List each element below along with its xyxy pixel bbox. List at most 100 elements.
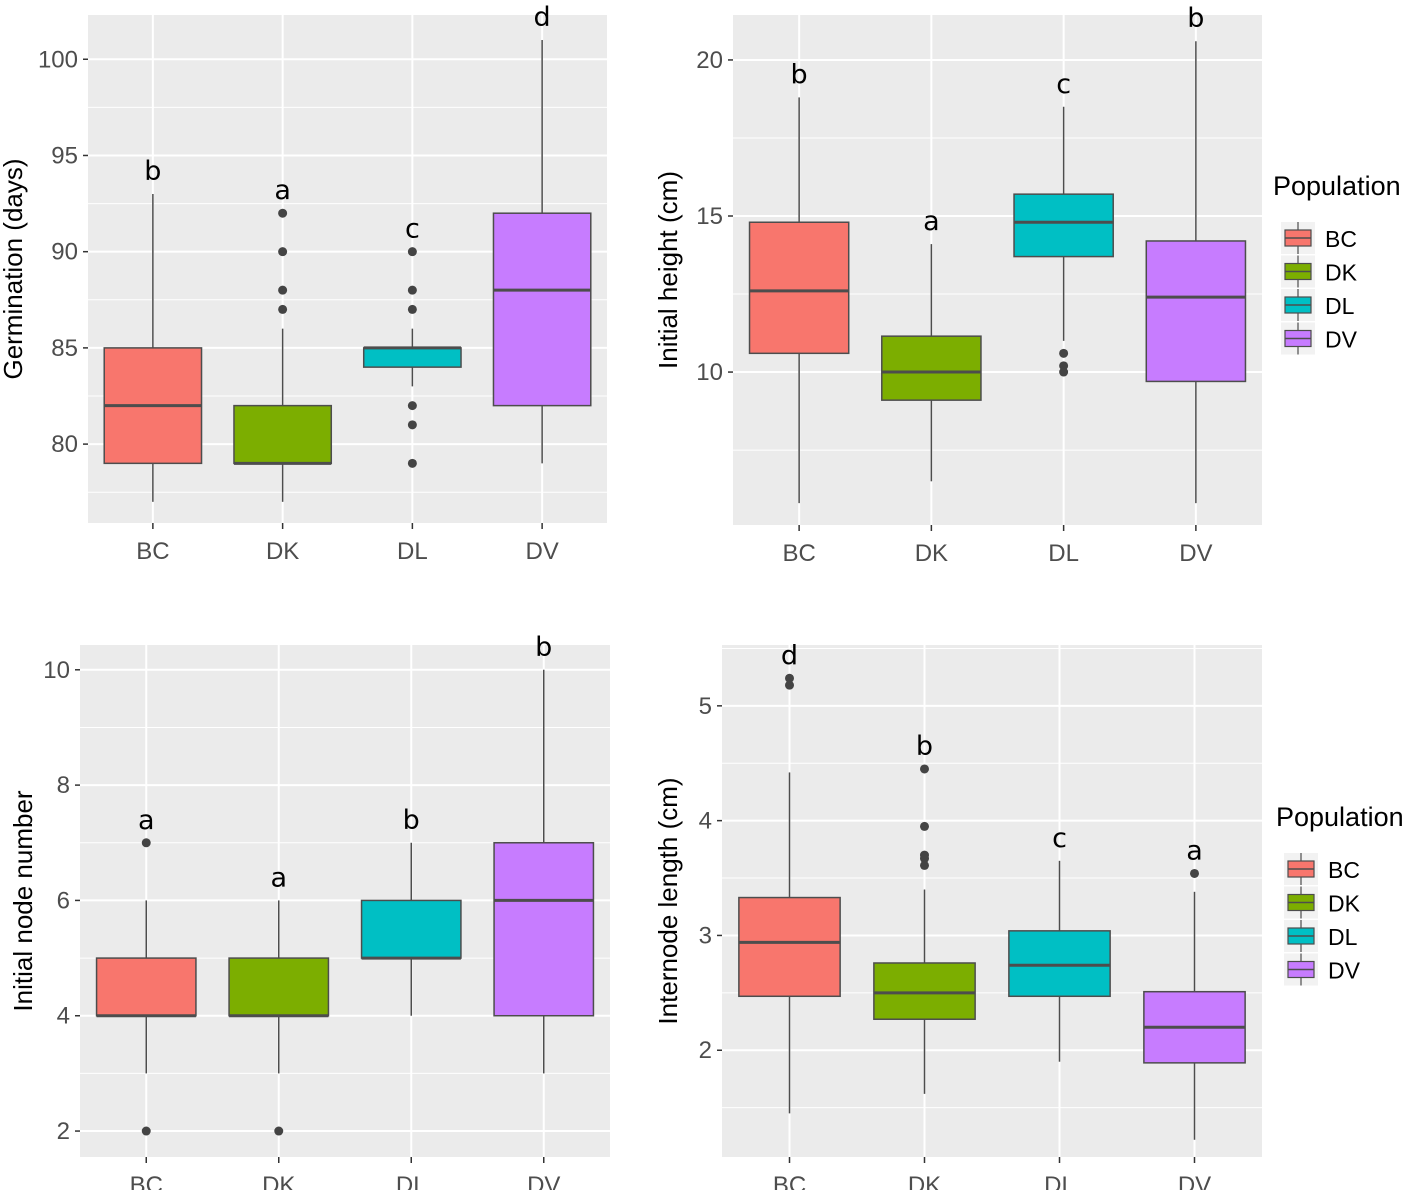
outlier-point [141,1126,151,1136]
outlier-point [1059,361,1069,371]
chart-panel-4: 2 3 4 5 BC DK DL DV Internode length (cm) d b c a [653,640,1262,1190]
y-tick-label: 10 [43,657,70,684]
legend-title: Population [1276,802,1404,832]
outlier-point [920,821,929,831]
outlier-point [1059,348,1069,358]
y-tick-label: 100 [38,46,78,73]
significance-letter: b [535,632,552,663]
iqr-box [1013,193,1114,258]
legend-item-label: BC [1328,857,1360,883]
box-DL: c [1013,69,1114,377]
significance-letter: b [1187,3,1204,34]
box-BC: b [103,156,203,502]
x-tick-label: BC [130,1172,163,1190]
outlier-point [278,285,288,295]
significance-letter: c [405,214,420,245]
x-tick-label: DK [908,1172,941,1190]
iqr-box [362,347,462,368]
y-tick-label: 4 [699,808,712,835]
outlier-point [141,838,151,848]
legend-item-label: BC [1325,226,1357,252]
iqr-box [95,957,197,1017]
legend-item-label: DK [1328,891,1361,917]
y-tick-label: 3 [699,922,712,949]
significance-letter: a [1186,835,1203,866]
outlier-point [1190,868,1199,878]
chart-panel-2: 10 15 20 BC DK DL DV Initial height (cm) b a c b [653,3,1262,567]
iqr-box [233,404,333,465]
iqr-box [1145,240,1247,383]
x-tick-label: DL [1048,540,1079,567]
significance-letter: d [534,2,551,33]
outlier-point [920,764,929,774]
x-tick-label: DV [527,1172,560,1190]
y-axis-label: Initial height (cm) [653,171,683,369]
x-tick-label: DV [1178,1172,1211,1190]
iqr-box [228,957,330,1017]
legend: Population BC DK DL DV [1276,802,1404,986]
x-tick-label: DV [525,538,558,565]
box-DV: b [493,632,595,1074]
iqr-box [738,896,841,998]
box-DV: d [492,2,592,464]
box-DL: c [1008,823,1111,1062]
y-tick-label: 2 [57,1118,70,1145]
x-tick-label: DL [396,1172,427,1190]
iqr-box [881,335,982,401]
y-axis-label: Internode length (cm) [653,777,683,1024]
significance-letter: a [274,175,291,206]
x-tick-label: DL [1044,1172,1075,1190]
y-tick-label: 4 [57,1003,70,1030]
y-tick-label: 5 [699,693,712,720]
iqr-box [492,212,592,407]
legend: Population BC DK DL DV [1273,171,1401,355]
outlier-point [278,208,288,218]
legend-item-label: DL [1325,293,1355,319]
outlier-point [920,860,929,870]
iqr-box [873,962,976,1020]
outlier-point [1059,367,1069,377]
x-tick-label: DK [266,538,299,565]
legend-item-label: DK [1325,260,1358,286]
iqr-box [1008,930,1111,998]
box-BC: d [738,640,841,1114]
significance-letter: d [781,640,798,671]
outlier-point [785,680,794,690]
y-axis-label: Germination (days) [0,158,28,379]
y-tick-label: 90 [51,239,78,266]
outlier-point [274,1126,284,1136]
significance-letter: b [403,805,420,836]
outlier-point [785,673,794,683]
outlier-point [278,247,288,257]
box-DL: b [360,805,462,1016]
x-tick-label: BC [773,1172,806,1190]
chart-panel-1: 80 85 90 95 100 BC DK DL DV Germination (days) b a c… [0,2,607,565]
significance-letter: c [1056,69,1071,100]
x-tick-label: BC [782,540,815,567]
outlier-point [407,401,417,411]
y-tick-label: 80 [51,431,78,458]
significance-letter: b [916,731,933,762]
outlier-point [920,854,929,864]
outlier-point [407,285,417,295]
iqr-box [748,221,850,355]
box-DK: b [873,731,976,1094]
iqr-box [493,842,595,1017]
y-tick-label: 6 [57,887,70,914]
x-tick-label: DK [915,540,948,567]
significance-letter: c [1052,823,1067,854]
box-DV: a [1143,835,1246,1140]
y-tick-label: 10 [696,359,723,386]
significance-letter: b [791,59,808,90]
outlier-point [407,304,417,314]
y-tick-label: 2 [699,1037,712,1064]
box-DK: a [233,175,333,502]
y-tick-label: 20 [696,47,723,74]
outlier-point [407,247,417,257]
legend-title: Population [1273,171,1401,201]
iqr-box [360,899,462,959]
y-tick-label: 15 [696,203,723,230]
significance-letter: a [270,862,287,893]
box-DK: a [881,206,982,482]
